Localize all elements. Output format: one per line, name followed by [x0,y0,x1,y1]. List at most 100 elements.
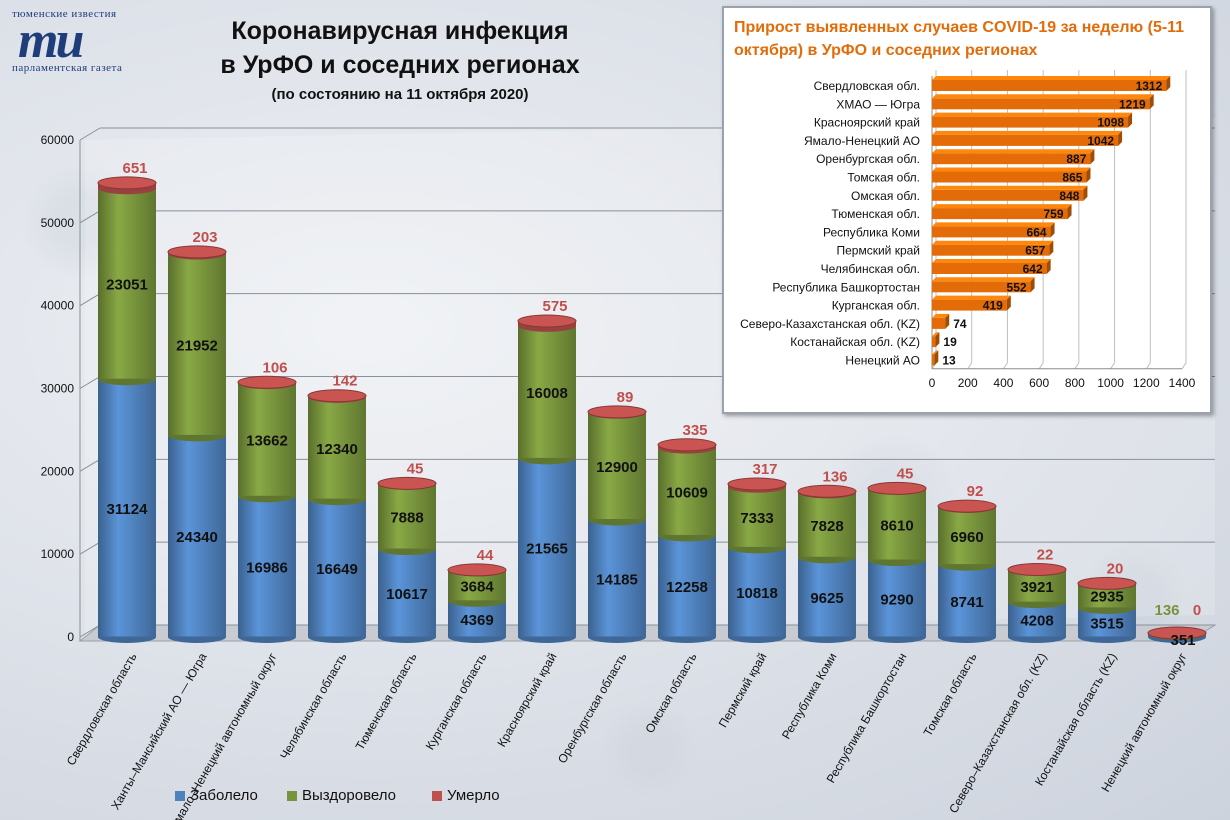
inset-gridline-diag [1181,362,1187,370]
inset-x-tick-label: 1400 [1169,376,1196,390]
legend-item-died: Умерло [432,787,500,804]
data-label-died: 203 [192,229,217,246]
inset-bar-face [932,208,1068,220]
data-label-recovered: 2935 [1090,589,1123,606]
bar-body [238,383,296,496]
x-tick-label: Свердловская область [64,651,140,768]
inset-bar-side [1067,204,1072,220]
bar-body [728,486,786,547]
inset-bar-side [1083,185,1088,201]
bar-stack: 10617 7888 45 [377,460,437,643]
inset-category-label: Республика Башкортостан [772,280,920,294]
y-tick-label: 0 [67,630,74,644]
bar-body [798,557,856,637]
data-label-died: 651 [122,160,147,177]
y-tick-label: 60000 [41,133,75,147]
data-label-sick: 351 [1170,632,1195,649]
bar-top-cap [587,405,647,419]
data-label-recovered: 13662 [246,433,288,450]
legend-swatch-died [432,790,442,801]
bar-top-cap [447,563,507,577]
data-label-died: 317 [752,461,777,478]
inset-data-label: 419 [983,299,1003,313]
inset-bar [932,167,1091,183]
y-tick-label: 40000 [41,299,75,313]
data-label-recovered: 12340 [316,441,358,458]
inset-data-label: 664 [1027,225,1047,239]
inset-bar-side [1046,259,1051,274]
inset-bar-face [932,244,1050,256]
data-label-sick: 4369 [460,612,493,629]
bar-body [588,412,646,520]
inset-category-label: ХМАО — Югра [836,97,920,111]
bar-top-cap [1007,562,1067,576]
data-label-recovered: 3684 [460,579,494,596]
data-label-died: 22 [1037,546,1054,563]
inset-data-label: 1098 [1097,116,1124,130]
data-label-sick: 9290 [880,592,913,609]
inset-bar-side [1149,94,1154,110]
bar-body [658,447,716,535]
inset-data-label: 657 [1025,244,1045,258]
data-label-died: 45 [897,465,914,482]
inset-bar-top [932,332,940,337]
inset-bar-side [1030,277,1035,293]
inset-bar [932,240,1054,256]
inset-x-tick-label: 0 [929,376,936,390]
bar-body [938,506,996,565]
data-label-died: 45 [407,460,424,477]
inset-gridline-diag [1074,362,1080,370]
inset-x-tick-label: 800 [1065,376,1085,390]
data-label-recovered: 7888 [390,509,423,526]
bar-body [1078,583,1136,608]
bar-top-cap [167,245,227,259]
bar-stack: 16649 12340 142 [307,373,367,643]
data-label-died: 136 [822,468,847,485]
bar-body [168,253,226,435]
y-tick-label: 50000 [41,216,75,230]
x-tick-label: Челябинская область [277,651,349,762]
x-tick-label: Оренбургская область [555,651,630,766]
data-label-recovered: 3921 [1020,579,1053,596]
bar-stack: 9290 8610 45 [867,465,927,643]
inset-data-label: 74 [953,317,967,331]
inset-bar-top [932,240,1054,245]
inset-bar-face [932,171,1087,183]
bar-stack: 9625 7828 136 [797,468,857,643]
inset-bar [932,350,939,366]
bar-stack: 12258 10609 335 [657,422,717,643]
data-label-sick: 3515 [1090,615,1123,632]
inset-bar-top [932,295,1011,300]
inset-bar-side [935,332,940,348]
inset-data-label: 1312 [1136,79,1163,93]
inset-data-label: 19 [943,335,957,349]
inset-gridline-diag [1038,362,1044,370]
inset-bar-face [932,354,935,366]
x-tick-label: Ненецкий автономный округ [1098,650,1189,794]
inset-category-label: Республика Коми [823,225,920,239]
inset-bar-face [932,134,1119,146]
inset-bar [932,332,940,348]
bar-stack: 16986 13662 106 [237,359,297,643]
inset-gridline-diag [967,362,973,370]
gridline-diag [79,210,101,224]
bar-stack: 8741 6960 92 [937,483,997,643]
inset-category-label: Омская обл. [851,189,920,203]
inset-bar-side [1049,240,1054,256]
inset-category-label: Курганская обл. [832,299,920,313]
gridline-diag [79,376,101,389]
background-virus [600,700,700,800]
chart-title: Коронавирусная инфекция в УрФО и соседни… [180,14,620,103]
legend-swatch-sick [175,790,185,801]
data-label-sick: 8741 [950,594,983,611]
inset-bar-face [932,226,1051,238]
bar-stack: 351 136 0 [1147,602,1207,649]
inset-bar [932,76,1171,91]
inset-bar-face [932,317,946,329]
inset-data-label: 887 [1066,152,1086,166]
bar-body [588,519,646,637]
bar-body [518,458,576,637]
bar-body [798,492,856,557]
inset-x-tick-label: 200 [958,376,978,390]
inset-bar [932,185,1088,201]
